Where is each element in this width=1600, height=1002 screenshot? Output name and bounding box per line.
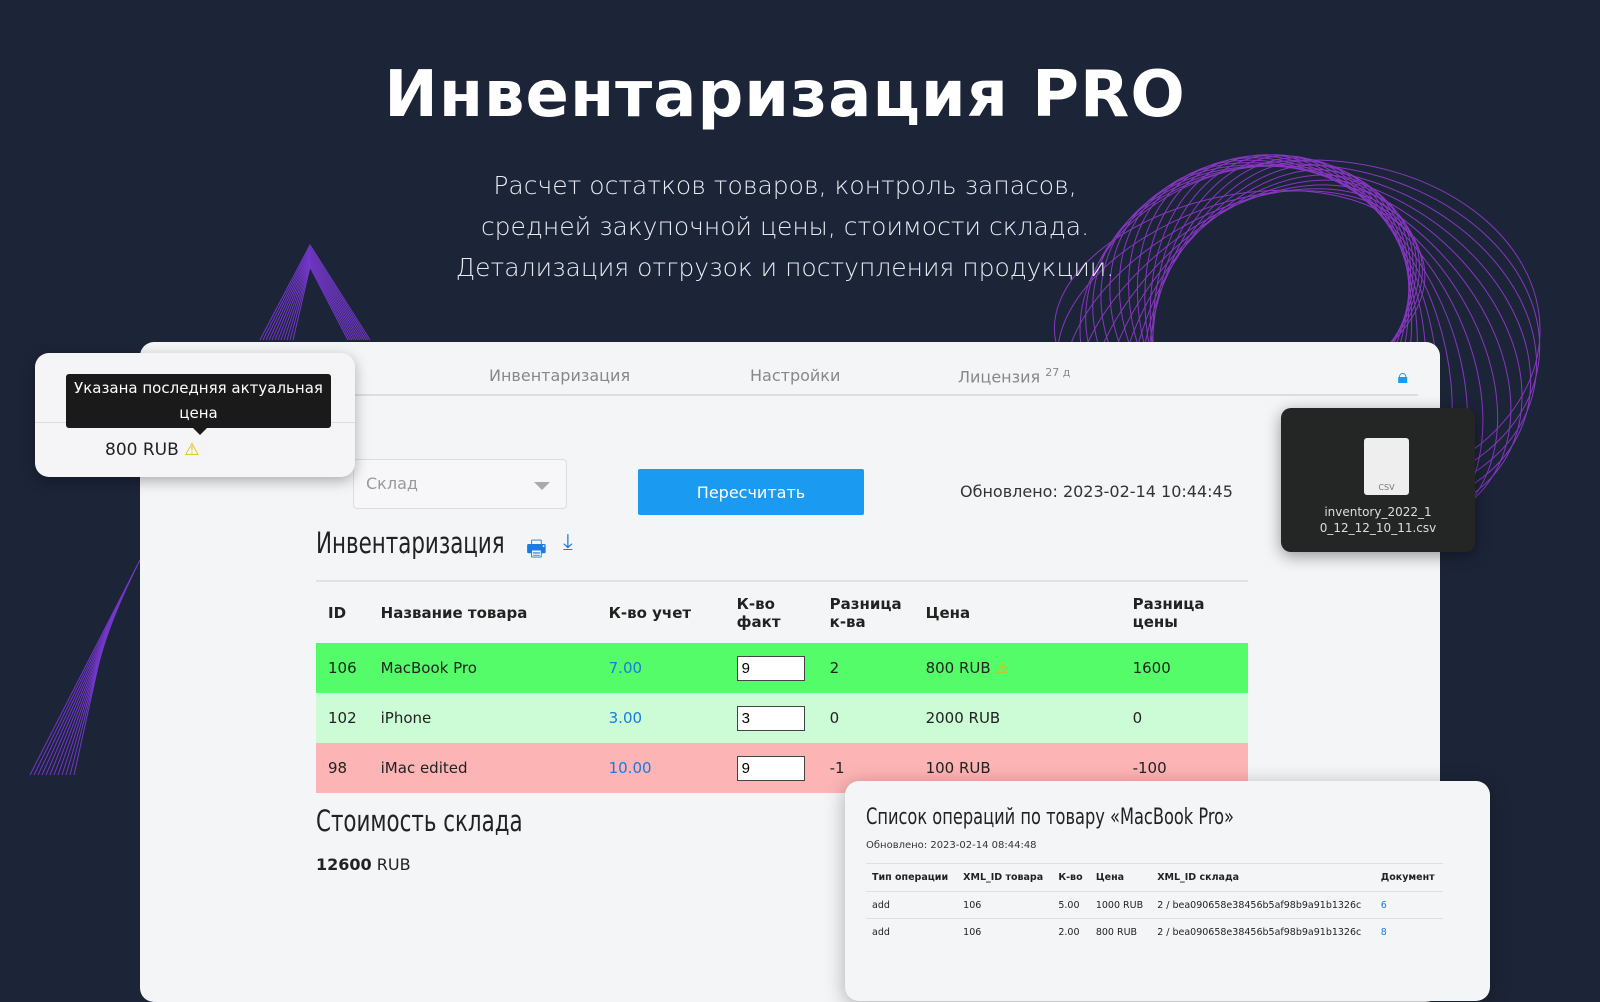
csv-file[interactable]: CSV inventory_2022_1 0_12_12_10_11.csv [1281, 408, 1475, 552]
price-tooltip-card: Указана последняя актуальная цена 800 RU… [35, 353, 355, 477]
operations-table: Тип операции XML_ID товара К-во Цена XML_ID … [866, 863, 1443, 946]
hero-subtitle: Расчет остатков товаров, контроль запасо… [455, 171, 1115, 282]
stock-value: 12600 RUB [316, 855, 411, 874]
fact-qty-input[interactable] [736, 755, 805, 781]
warehouse-select[interactable]: Склад [353, 459, 567, 509]
fact-qty-input[interactable] [736, 655, 805, 681]
chevron-down-icon [534, 482, 550, 490]
hero-title: Инвентаризация PRO [384, 58, 1186, 132]
inventory-title: Инвентаризация [316, 526, 505, 560]
recalculate-button[interactable]: Пересчитать [638, 469, 864, 515]
warning-icon: ⚠ [995, 659, 1009, 677]
lock-icon[interactable]: 🔒︎ [1397, 364, 1408, 388]
operations-title: Список операций по товару «MacBook Pro» [866, 805, 1234, 830]
nav-license[interactable]: Лицензия 27 д [958, 366, 1071, 387]
operations-updated: Обновлено: 2023-02-14 08:44:48 [866, 840, 1037, 851]
decor-line [73, 265, 349, 776]
print-icon[interactable]: 🖶 [526, 537, 547, 562]
nav-settings[interactable]: Настройки [750, 366, 841, 385]
download-icon[interactable]: ⤓ [563, 530, 573, 555]
document-link[interactable]: 6 [1374, 891, 1443, 919]
document-link[interactable]: 8 [1374, 918, 1443, 946]
nav-inventory[interactable]: Инвентаризация [489, 366, 631, 385]
operations-card: Список операций по товару «MacBook Pro» … [845, 781, 1490, 1001]
inventory-table: ID Название товара К-во учет К-во факт Раз… [316, 580, 1248, 793]
csv-file-icon: CSV [1364, 438, 1409, 495]
fact-qty-input[interactable] [736, 705, 805, 731]
warning-icon: ⚠ [184, 440, 200, 460]
updated-time: Обновлено: 2023-02-14 10:44:45 [960, 482, 1233, 501]
tooltip: Указана последняя актуальная цена [66, 374, 331, 435]
table-row: add 106 2.00 800 RUB 2 / bea090658e38456b5af… [866, 918, 1443, 946]
decor-line [65, 261, 353, 776]
decor-line [69, 263, 351, 776]
table-row: add 106 5.00 1000 RUB 2 / bea090658e38456b5a… [866, 891, 1443, 919]
file-name: inventory_2022_1 0_12_12_10_11.csv [1319, 505, 1437, 535]
decor-line [29, 244, 371, 776]
top-nav: Инвентаризация Настройки Лицензия 27 д 🔒… [355, 342, 1418, 396]
stock-value-title: Стоимость склада [316, 804, 523, 838]
